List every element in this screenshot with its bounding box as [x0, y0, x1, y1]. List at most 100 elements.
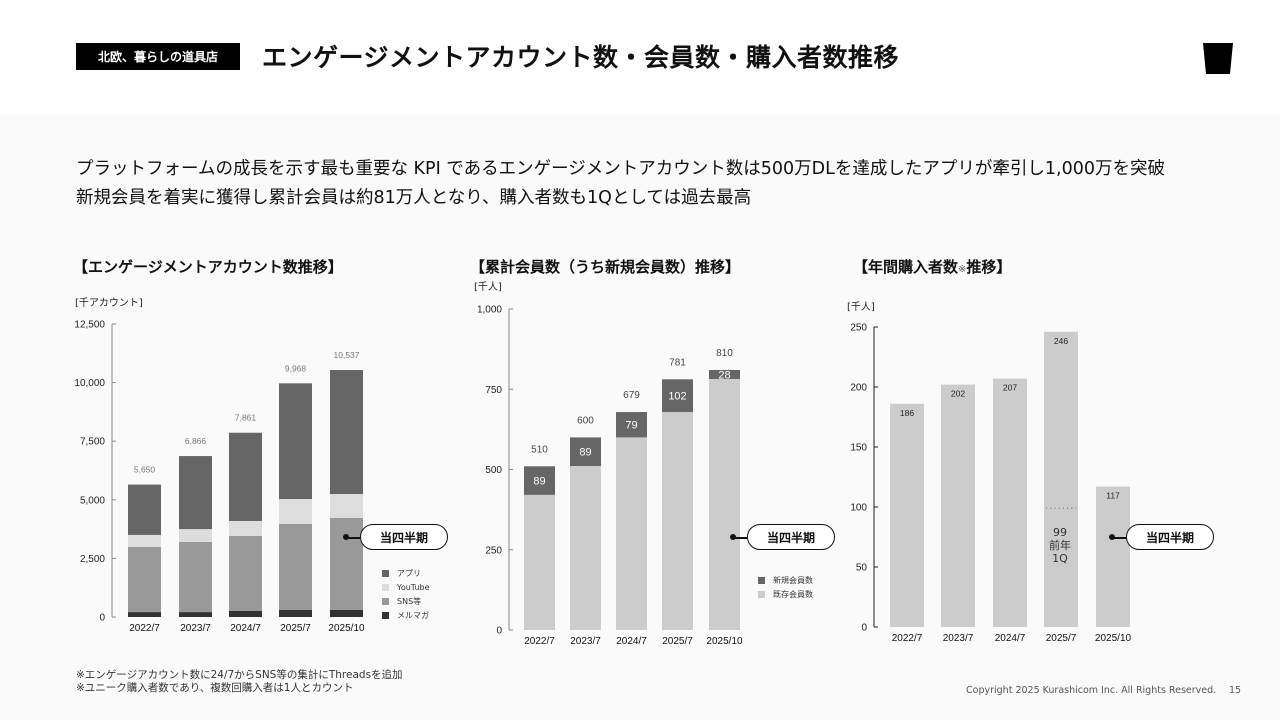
chart1-total-label: 10,537	[334, 350, 360, 360]
chart3-value-label: 202	[951, 389, 965, 399]
legend-item-app: アプリ	[382, 566, 430, 580]
callout3-line	[1112, 537, 1126, 539]
chart2-bar-new_members	[662, 379, 693, 413]
chart2-bar-existing_members	[709, 378, 740, 630]
legend-item-existing-members: 既存会員数	[758, 587, 813, 601]
chart1-bar-mailmag	[229, 610, 262, 617]
chart2-bar-new_members	[709, 369, 740, 379]
chart2-new-member-label: 102	[668, 391, 686, 403]
chart3-y-tick-label: 50	[856, 563, 868, 574]
chart1-total-label: 6,866	[185, 436, 207, 446]
legend-swatch-sns	[382, 597, 389, 605]
chart2-y-tick-label: 500	[485, 465, 502, 476]
chart3-bar	[1044, 331, 1078, 627]
chart1-x-label: 2022/7	[129, 623, 160, 634]
chart1-bar-sns	[330, 518, 363, 610]
chart3-x-label: 2023/7	[943, 633, 974, 644]
chart1-bar-app	[128, 484, 161, 535]
callout3-current-quarter: 当四半期	[1126, 524, 1214, 550]
chart2-x-label: 2023/7	[570, 636, 601, 647]
footnotes: ※エンゲージアカウント数に24/7からSNS等の集計にThreadsを追加 ※ユ…	[76, 669, 403, 695]
chart2-total-label: 781	[669, 357, 686, 368]
legend-item-new-members: 新規会員数	[758, 573, 813, 587]
chart2-new-member-label: 79	[625, 420, 637, 432]
summary-line-2: 新規会員を着実に獲得し累計会員は約81万人となり、購入者数も1Qとしては過去最高	[76, 188, 752, 208]
chart1-bar-sns	[279, 524, 312, 610]
chart2-bar-existing_members	[524, 494, 555, 630]
legend-swatch-mailmag	[382, 611, 389, 619]
chart2-x-label: 2025/10	[706, 636, 743, 647]
chart2-y-tick-label: 1,000	[477, 305, 502, 316]
chart3-value-label: 207	[1003, 383, 1017, 393]
chart1-legend: アプリ YouTube SNS等 メルマガ	[382, 566, 430, 622]
chart3-value-label: 246	[1054, 336, 1068, 346]
callout1-line	[346, 537, 360, 539]
legend-item-sns: SNS等	[382, 594, 430, 608]
chart2-total-label: 679	[623, 390, 640, 401]
summary-line-1: プラットフォームの成長を示す最も重要な KPI であるエンゲージメントアカウント…	[76, 159, 1165, 179]
footnote-1: ※エンゲージアカウント数に24/7からSNS等の集計にThreadsを追加	[76, 669, 403, 681]
chart1-total-label: 5,650	[134, 465, 156, 475]
chart3-y-tick-label: 200	[850, 383, 867, 394]
legend-swatch-youtube	[382, 583, 389, 591]
chart1-y-tick-label: 2,500	[80, 554, 105, 565]
chart2-bar-existing_members	[570, 465, 601, 630]
chart2-bar-existing_members	[616, 437, 647, 630]
chart3-title: 【年間購入者数※推移】	[853, 256, 1011, 277]
summary: プラットフォームの成長を示す最も重要な KPI であるエンゲージメントアカウント…	[76, 155, 1165, 213]
chart1-x-label: 2025/7	[280, 623, 311, 634]
chart3-title-end: 推移】	[966, 258, 1012, 276]
page-number: 15	[1229, 685, 1242, 696]
legend-swatch-app	[382, 569, 389, 577]
chart1-unit: [千アカウント]	[75, 298, 143, 309]
cup-icon	[1203, 43, 1233, 74]
chart3-value-label: 117	[1106, 491, 1120, 501]
chart1-bar-sns	[229, 535, 262, 611]
chart1-bar-sns	[128, 546, 161, 613]
chart3-bar	[941, 384, 975, 627]
legend-item-mailmag: メルマガ	[382, 608, 430, 622]
chart3-x-label: 2025/10	[1095, 633, 1132, 644]
chart2-bar-new_members	[524, 466, 555, 495]
chart1-x-label: 2023/7	[180, 623, 211, 634]
callout1-current-quarter: 当四半期	[360, 524, 448, 550]
chart1-title: 【エンゲージメントアカウント数推移】	[73, 258, 343, 276]
chart3-x-label: 2022/7	[892, 633, 923, 644]
chart1-bar-app	[179, 456, 212, 530]
footnote-2: ※ユニーク購入者数であり、複数回購入者は1人とカウント	[76, 682, 354, 694]
chart1-bar-youtube	[229, 520, 262, 536]
chart1-bar-app	[279, 383, 312, 500]
chart3-title-mark: ※	[958, 264, 967, 275]
copyright: Copyright 2025 Kurashicom Inc. All Right…	[966, 685, 1217, 696]
chart1-bar-app	[330, 370, 363, 495]
chart3-y-tick-label: 150	[850, 443, 867, 454]
chart2-bar-existing_members	[662, 412, 693, 630]
chart1-bar-sns	[179, 541, 212, 613]
chart2-total-label: 600	[577, 415, 594, 426]
chart1-x-label: 2025/10	[328, 623, 365, 634]
prior-year-annotation: 99 前年 1Q	[1049, 526, 1071, 565]
callout2-current-quarter: 当四半期	[747, 524, 835, 550]
legend-swatch-new	[758, 576, 765, 584]
chart3-x-label: 2025/7	[1046, 633, 1077, 644]
chart3-title-main: 【年間購入者数	[853, 258, 959, 276]
chart1-y-tick-label: 10,000	[74, 378, 105, 389]
callout2-line	[733, 537, 747, 539]
chart3-y-tick-label: 250	[850, 323, 867, 334]
chart2-x-label: 2025/7	[662, 636, 693, 647]
chart1-bar-youtube	[330, 494, 363, 519]
legend-item-youtube: YouTube	[382, 580, 430, 594]
chart2-total-label: 510	[531, 444, 548, 455]
chart2-new-member-label: 89	[533, 476, 545, 488]
chart1-bar-mailmag	[128, 612, 161, 617]
chart2-y-tick-label: 250	[485, 545, 502, 556]
chart3-unit: [千人]	[847, 302, 875, 313]
chart1-bar-mailmag	[279, 609, 312, 617]
chart3-y-tick-label: 0	[861, 623, 867, 634]
chart3-value-label: 186	[900, 408, 914, 418]
chart2-new-member-label: 28	[718, 369, 730, 381]
chart3-bar	[890, 403, 924, 627]
chart2-total-label: 810	[716, 348, 733, 359]
chart1-total-label: 9,968	[285, 363, 307, 373]
